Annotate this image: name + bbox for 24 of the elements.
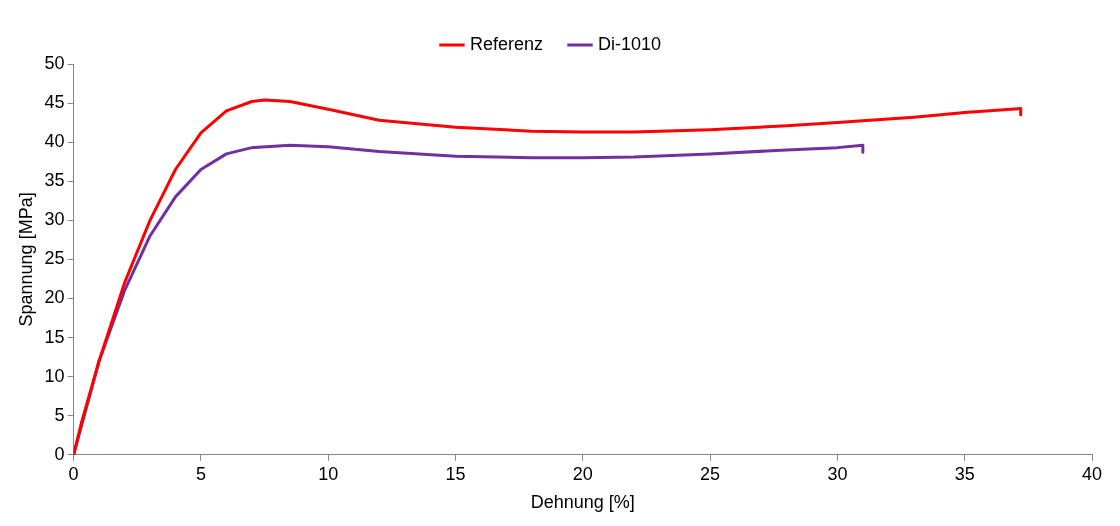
x-tick-label: 10 (318, 463, 339, 484)
y-tick-label: 10 (44, 365, 65, 386)
legend-label: Referenz (469, 33, 544, 54)
y-tick-label: 45 (44, 92, 65, 113)
y-tick-label: 30 (44, 209, 65, 230)
legend-label: Di-1010 (598, 33, 662, 54)
x-tick-label: 40 (1081, 463, 1103, 484)
y-tick-label: 0 (54, 443, 65, 464)
y-tick-label: 50 (44, 52, 65, 73)
y-axis-title: Spannung [MPa] (15, 192, 36, 327)
y-tick-label: 15 (44, 326, 65, 347)
y-tick-label: 25 (44, 248, 65, 269)
x-tick-label: 15 (445, 463, 466, 484)
x-tick-label: 25 (700, 463, 721, 484)
x-tick-label: 35 (954, 463, 975, 484)
x-tick-label: 30 (827, 463, 848, 484)
x-axis-title: Dehnung [%] (530, 492, 635, 513)
y-tick-label: 5 (54, 404, 65, 425)
y-tick-label: 20 (44, 287, 65, 308)
x-tick-label: 5 (195, 463, 206, 484)
x-tick-label: 0 (68, 463, 79, 484)
y-tick-label: 40 (44, 131, 65, 152)
x-tick-label: 20 (572, 463, 593, 484)
y-tick-label: 35 (44, 170, 65, 191)
